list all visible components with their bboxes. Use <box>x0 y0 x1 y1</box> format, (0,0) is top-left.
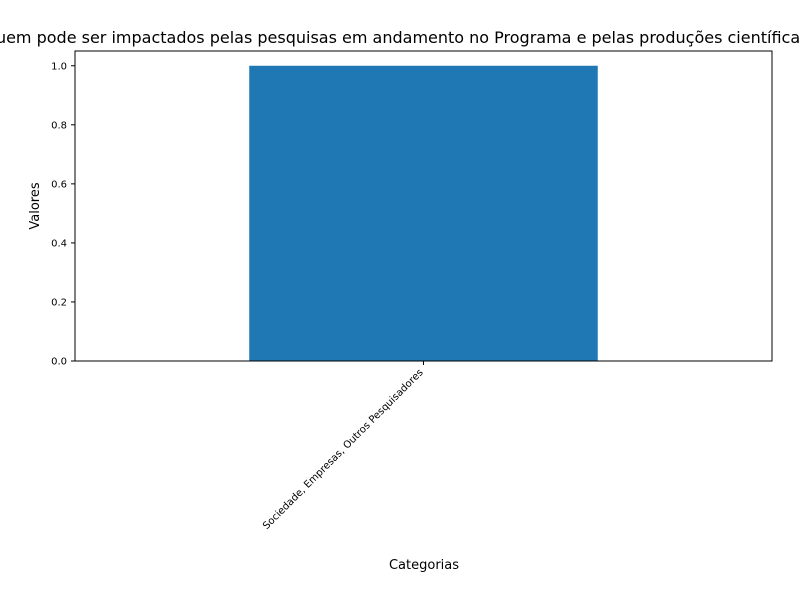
y-tick-label-5: 1.0 <box>51 61 67 72</box>
x-axis-label: Categorias <box>389 558 459 573</box>
y-axis-label: Valores <box>28 182 43 229</box>
x-tick-label-0: Sociedade, Empresas, Outros Pesquisadore… <box>261 367 426 532</box>
chart-title: Quem pode ser impactados pelas pesquisas… <box>0 28 800 47</box>
bar-0 <box>249 65 598 361</box>
y-tick-label-0: 0.0 <box>51 357 67 368</box>
y-tick-label-1: 0.2 <box>51 297 67 308</box>
y-tick-label-3: 0.6 <box>51 179 67 190</box>
x-axis: Sociedade, Empresas, Outros Pesquisadore… <box>261 361 426 532</box>
y-axis: 0.0 0.2 0.4 0.6 0.8 1.0 <box>51 61 75 368</box>
y-tick-label-2: 0.4 <box>51 238 67 249</box>
y-tick-label-4: 0.8 <box>51 120 67 131</box>
